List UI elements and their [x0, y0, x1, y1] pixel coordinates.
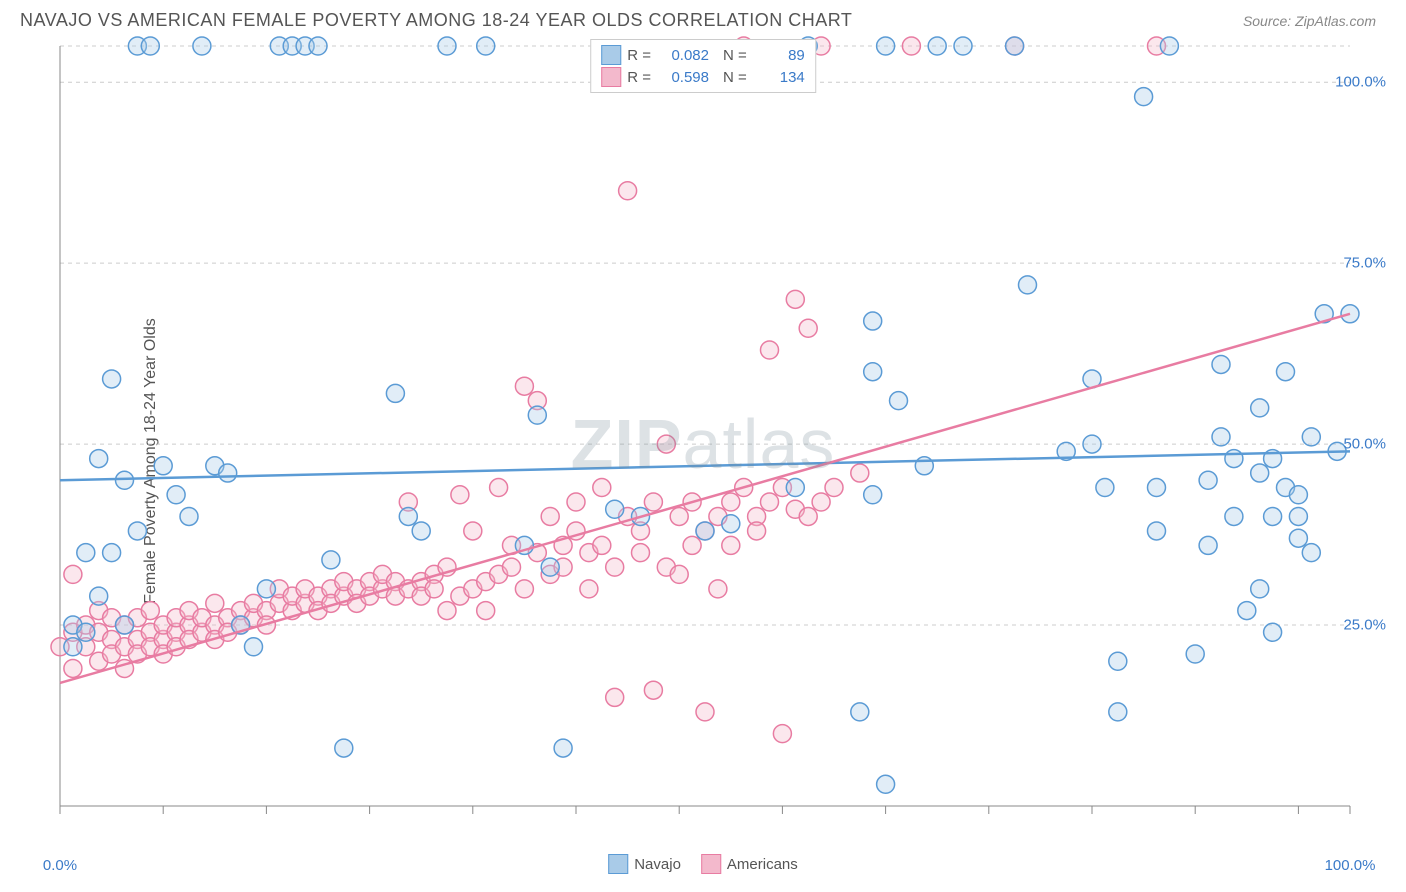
y-tick-label: 75.0% [1343, 255, 1386, 272]
source-attribution: Source: ZipAtlas.com [1243, 13, 1376, 29]
y-tick-label: 100.0% [1335, 74, 1386, 91]
stats-r-label: R = [627, 47, 651, 64]
legend-swatch-navajo [608, 854, 628, 874]
chart-title: NAVAJO VS AMERICAN FEMALE POVERTY AMONG … [20, 10, 852, 31]
stats-swatch-americans [601, 67, 621, 87]
scatter-plot [50, 36, 1380, 836]
correlation-stats-box: R = 0.082 N = 89 R = 0.598 N = 134 [590, 39, 816, 93]
stats-r-americans: 0.598 [657, 69, 709, 86]
stats-r-navajo: 0.082 [657, 47, 709, 64]
legend-label-navajo: Navajo [634, 856, 681, 873]
legend-swatch-americans [701, 854, 721, 874]
y-tick-label: 50.0% [1343, 436, 1386, 453]
stats-row-americans: R = 0.598 N = 134 [601, 66, 805, 88]
legend-label-americans: Americans [727, 856, 798, 873]
legend-item-americans: Americans [701, 854, 798, 874]
stats-n-label: N = [723, 69, 747, 86]
stats-n-americans: 134 [753, 69, 805, 86]
chart-container: Female Poverty Among 18-24 Year Olds ZIP… [0, 36, 1406, 886]
legend-item-navajo: Navajo [608, 854, 681, 874]
x-tick-label: 100.0% [1325, 857, 1376, 874]
chart-header: NAVAJO VS AMERICAN FEMALE POVERTY AMONG … [0, 0, 1406, 36]
stats-swatch-navajo [601, 45, 621, 65]
x-tick-label: 0.0% [43, 857, 77, 874]
stats-r-label: R = [627, 69, 651, 86]
stats-row-navajo: R = 0.082 N = 89 [601, 44, 805, 66]
y-tick-label: 25.0% [1343, 617, 1386, 634]
legend-bottom: Navajo Americans [608, 854, 798, 874]
stats-n-label: N = [723, 47, 747, 64]
stats-n-navajo: 89 [753, 47, 805, 64]
